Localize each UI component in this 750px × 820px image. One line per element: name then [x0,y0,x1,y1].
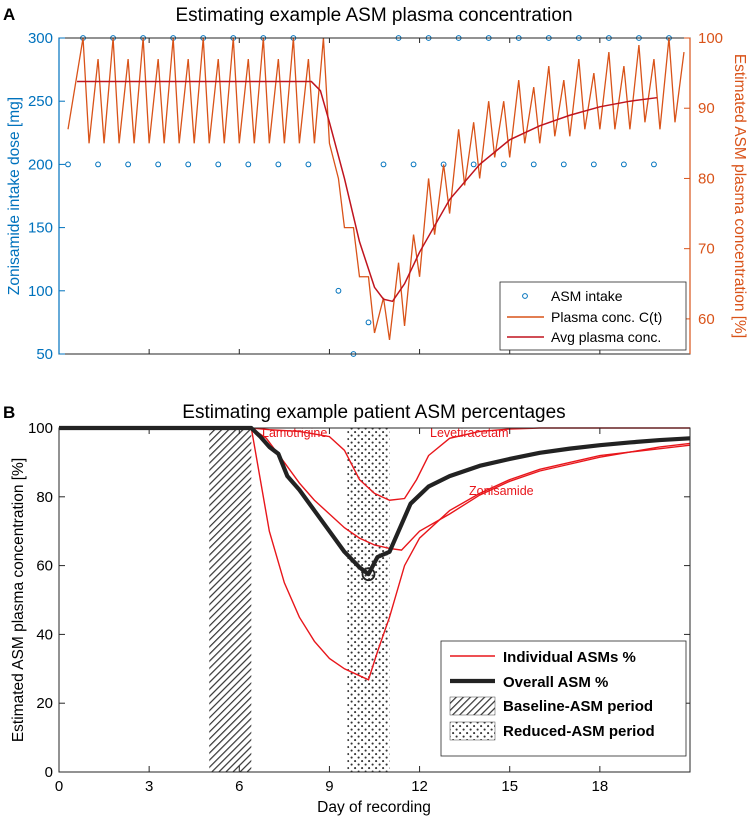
panel-a-left-tick-label: 50 [36,346,53,363]
overall-asm-line [59,425,691,577]
panel-a: A Estimating example ASM plasma concentr… [3,5,748,363]
panel-a-right-axis: 60 70 80 90 100 [684,30,723,354]
panel-b-x-tick-label: 0 [55,778,63,795]
intake-marker [365,319,372,326]
intake-marker [590,161,597,168]
intake-marker [305,161,312,168]
intake-marker [530,161,537,168]
legend-reduced-label: Reduced-ASM period [503,723,655,740]
legend-reduced-swatch [449,721,496,741]
panel-b-y-tick-label: 20 [36,695,53,712]
levetiracetam-line [59,427,690,501]
panel-a-left-tick-label: 100 [28,283,53,300]
intake-marker [185,161,192,168]
panel-a-right-tick-label: 70 [698,241,715,258]
panel-a-label: A [3,5,15,24]
panel-b-y-tick-label: 80 [36,489,53,506]
baseline-period-area [209,428,252,772]
zonisamide-annotation: Zonisamide [469,484,534,498]
intake-marker [275,161,282,168]
intake-marker [335,287,342,294]
panel-b-y-tick-label: 100 [28,420,53,437]
intake-marker [155,161,162,168]
panel-a-avg-line [77,80,658,303]
panel-a-left-axis: 50 100 150 200 250 300 [28,30,65,363]
intake-marker [470,161,477,168]
panel-b-x-axis: 0 3 6 9 12 15 18 [55,428,608,795]
intake-marker [651,161,657,168]
legend-avg-label: Avg plasma conc. [551,329,661,345]
panel-a-legend: ASM intake Plasma conc. C(t) Avg plasma … [499,281,687,351]
zonisamide-line [59,427,691,551]
panel-b-x-tick-label: 3 [145,778,153,795]
panel-b-x-tick-label: 6 [235,778,243,795]
intake-marker [245,161,252,168]
panel-a-left-tick-label: 200 [28,156,53,173]
intake-marker [380,161,387,168]
panel-b-x-tick-label: 18 [592,778,609,795]
panel-b-title: Estimating example patient ASM percentag… [182,402,565,423]
panel-a-left-tick-label: 150 [28,220,53,237]
panel-a-right-tick-label: 90 [698,100,715,117]
intake-marker [215,161,222,168]
legend-plasma-label: Plasma conc. C(t) [551,309,662,325]
panel-b-y-tick-label: 40 [36,626,53,643]
panel-b-x-axis-label: Day of recording [317,799,431,816]
legend-baseline-swatch [449,696,496,716]
legend-intake-marker [522,293,528,299]
overall-minimum-marker [361,567,376,582]
reduced-period-area [347,428,390,772]
panel-b-x-tick-label: 15 [501,778,518,795]
panel-a-title: Estimating example ASM plasma concentrat… [175,5,572,26]
legend-baseline-label: Baseline-ASM period [503,698,653,715]
panel-b-x-tick-label: 12 [411,778,428,795]
panel-b-legend: Individual ASMs % Overall ASM % Baseline… [440,640,687,757]
panel-b-y-tick-label: 60 [36,558,53,575]
panel-a-left-tick-label: 250 [28,93,53,110]
panel-b-y-axis: 0 20 40 60 80 100 [28,420,690,781]
panel-b-x-tick-label: 9 [325,778,333,795]
levetiracetam-annotation: Levetiracetam [430,426,509,440]
intake-marker [95,161,101,168]
panel-a-right-tick-label: 100 [698,30,723,47]
intake-marker [500,161,507,168]
panel-a-legend-box [499,281,687,351]
panel-b-y-axis-label: Estimated ASM plasma concentration [%] [10,458,27,742]
legend-individual-label: Individual ASMs % [503,649,636,666]
lamotrigine-annotation: Lamotrigine [262,426,327,440]
panel-b-y-tick-label: 0 [45,764,53,781]
panel-b-plot-frame [58,427,691,773]
panel-a-right-tick-label: 60 [698,311,715,328]
intake-marker [410,161,417,168]
panel-a-plasma-line [67,37,685,341]
intake-marker [620,161,627,168]
panel-a-right-axis-label: Estimated ASM plasma concentration [%] [731,54,748,338]
panel-b-label: B [3,403,15,422]
intake-marker [125,161,132,168]
panel-b: B Estimating example patient ASM percent… [3,402,691,816]
panel-a-left-axis-label: Zonisamide intake dose [mg] [6,97,23,295]
legend-intake-label: ASM intake [551,288,623,304]
lamotrigine-line [59,427,691,681]
panel-a-left-tick-label: 300 [28,30,53,47]
intake-marker [560,161,567,168]
intake-marker [65,161,71,168]
panel-a-right-tick-label: 80 [698,170,715,187]
legend-overall-label: Overall ASM % [503,674,608,691]
